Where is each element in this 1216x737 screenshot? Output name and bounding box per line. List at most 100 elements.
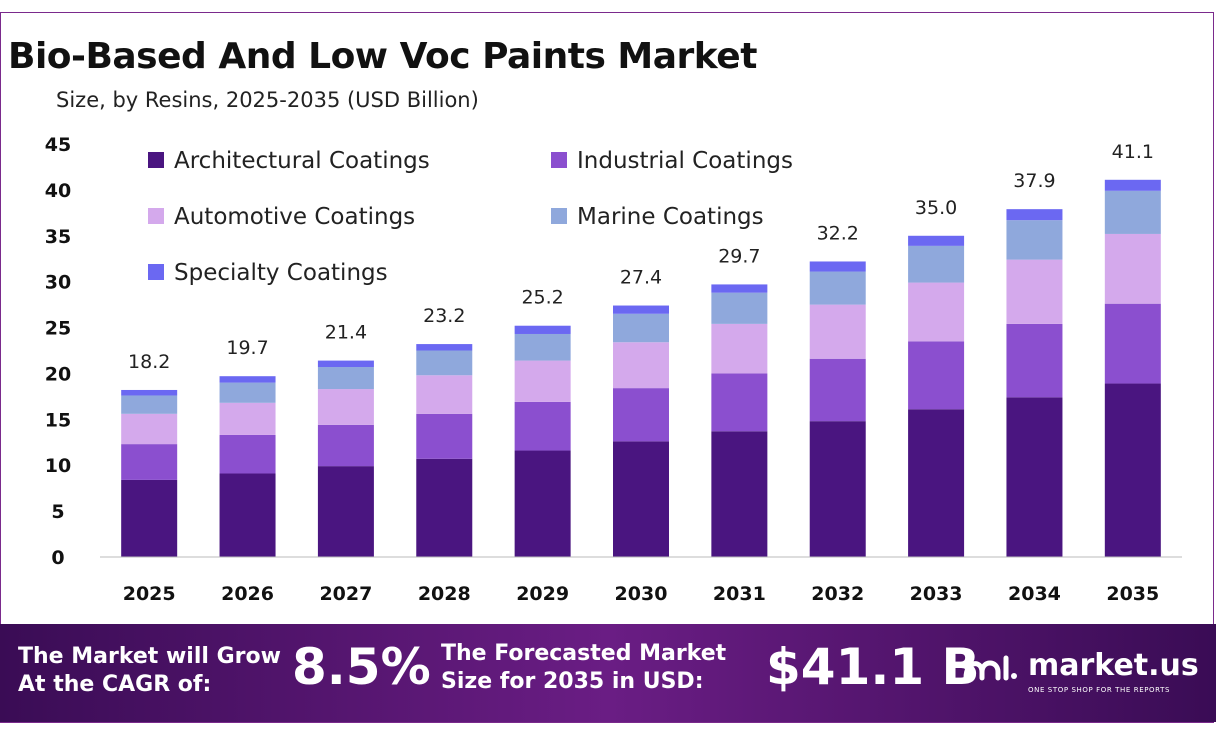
legend-label-marine-coatings: Marine Coatings <box>577 204 764 230</box>
bar-segment-specialty-coatings <box>121 389 178 396</box>
bar-segment-automotive-coatings <box>416 375 473 414</box>
bar-segment-automotive-coatings <box>711 323 768 374</box>
forecast-value: $41.1 B <box>766 638 980 696</box>
cagr-label-line2: At the CAGR of: <box>18 672 212 697</box>
summary-banner: The Market will Grow At the CAGR of: 8.5… <box>0 624 1216 722</box>
total-value-label: 37.9 <box>1013 170 1055 192</box>
total-value-label: 25.2 <box>521 287 563 309</box>
bar-segment-automotive-coatings <box>1006 259 1063 324</box>
total-value-label: 19.7 <box>226 337 268 359</box>
x-tick-label: 2030 <box>615 583 668 605</box>
x-tick-label: 2031 <box>713 583 766 605</box>
bar-segment-architectural-coatings <box>908 409 965 557</box>
bar-segment-marine-coatings <box>514 333 571 361</box>
cagr-label-line1: The Market will Grow <box>18 644 281 669</box>
logo-name: market.us <box>1028 648 1199 683</box>
bar-stacks <box>121 179 1161 557</box>
bar-segment-marine-coatings <box>219 382 276 403</box>
bar-segment-industrial-coatings <box>317 424 374 467</box>
bar-segment-specialty-coatings <box>514 325 571 334</box>
legend-label-industrial-coatings: Industrial Coatings <box>577 148 793 174</box>
bar-segment-industrial-coatings <box>121 444 178 480</box>
bar-segment-architectural-coatings <box>613 441 669 557</box>
chart-subtitle: Size, by Resins, 2025-2035 (USD Billion) <box>56 88 479 112</box>
legend-label-architectural-coatings: Architectural Coatings <box>174 148 430 174</box>
market-us-logo-icon <box>963 655 1017 681</box>
bar-segment-architectural-coatings <box>809 421 866 557</box>
legend-label-specialty-coatings: Specialty Coatings <box>174 260 388 286</box>
y-tick-label: 30 <box>45 272 71 294</box>
total-value-label: 18.2 <box>128 351 170 373</box>
bar-segment-automotive-coatings <box>1104 233 1161 304</box>
y-tick-label: 40 <box>45 180 71 202</box>
legend-swatch-automotive-coatings <box>148 208 164 224</box>
x-tick-label: 2026 <box>221 583 274 605</box>
logo-tagline: ONE STOP SHOP FOR THE REPORTS <box>1028 686 1171 694</box>
bar-segment-marine-coatings <box>1104 190 1161 234</box>
bar-segment-automotive-coatings <box>219 402 276 435</box>
market-us-logo: market.us ONE STOP SHOP FOR THE REPORTS <box>962 646 1199 706</box>
y-tick-label: 5 <box>51 501 64 523</box>
bar-segment-industrial-coatings <box>1006 323 1063 398</box>
bar-segment-specialty-coatings <box>317 360 374 368</box>
bar-segment-specialty-coatings <box>809 261 866 272</box>
x-tick-label: 2025 <box>123 583 176 605</box>
bar-segment-marine-coatings <box>711 292 768 324</box>
total-value-label: 41.1 <box>1112 141 1154 163</box>
total-value-label: 27.4 <box>620 267 662 289</box>
bar-segment-architectural-coatings <box>1006 397 1063 557</box>
bar-segment-specialty-coatings <box>219 376 276 383</box>
bar-segment-industrial-coatings <box>711 373 768 432</box>
bar-segment-automotive-coatings <box>908 282 965 342</box>
bar-segment-specialty-coatings <box>711 284 768 293</box>
legend-swatch-marine-coatings <box>551 208 567 224</box>
bar-segment-industrial-coatings <box>219 434 276 474</box>
y-tick-label: 15 <box>45 409 71 431</box>
x-tick-label: 2033 <box>910 583 963 605</box>
bar-segment-architectural-coatings <box>514 450 571 557</box>
legend-swatch-architectural-coatings <box>148 152 164 168</box>
bar-segment-architectural-coatings <box>219 473 276 557</box>
bar-segment-specialty-coatings <box>613 305 669 314</box>
total-value-label: 29.7 <box>718 245 760 267</box>
bar-segment-industrial-coatings <box>809 358 866 422</box>
total-value-label: 21.4 <box>325 322 367 344</box>
forecast-label-line2: Size for 2035 in USD: <box>441 669 704 694</box>
legend-swatch-specialty-coatings <box>148 264 164 280</box>
bar-segment-automotive-coatings <box>121 413 178 445</box>
bar-segment-specialty-coatings <box>908 235 965 246</box>
total-value-label: 23.2 <box>423 305 465 327</box>
total-value-label: 35.0 <box>915 197 957 219</box>
bar-segment-architectural-coatings <box>317 466 374 557</box>
cagr-label: The Market will Grow At the CAGR of: <box>18 643 281 699</box>
legend-swatch-industrial-coatings <box>551 152 567 168</box>
bar-segment-industrial-coatings <box>1104 303 1161 384</box>
y-tick-label: 35 <box>45 226 71 248</box>
y-tick-label: 0 <box>51 547 64 569</box>
bar-segment-specialty-coatings <box>1006 209 1063 221</box>
legend: Architectural Coatings Industrial Coating… <box>148 148 793 286</box>
bar-segment-industrial-coatings <box>514 401 571 451</box>
chart-title: Bio-Based And Low Voc Paints Market <box>8 36 757 77</box>
bar-segment-architectural-coatings <box>416 458 473 557</box>
forecast-label-line1: The Forecasted Market <box>441 641 727 666</box>
y-tick-label: 45 <box>45 134 71 156</box>
x-tick-label: 2035 <box>1106 583 1159 605</box>
cagr-value: 8.5% <box>292 638 431 696</box>
bar-segment-architectural-coatings <box>1104 383 1161 557</box>
bar-segment-architectural-coatings <box>711 431 768 557</box>
bar-segment-marine-coatings <box>908 245 965 283</box>
y-tick-label: 20 <box>45 363 71 385</box>
y-axis: 0 5 10 15 20 25 30 35 40 45 <box>45 134 71 569</box>
legend-label-automotive-coatings: Automotive Coatings <box>174 204 415 230</box>
bar-segment-automotive-coatings <box>613 342 669 389</box>
x-tick-label: 2027 <box>319 583 372 605</box>
x-tick-label: 2034 <box>1008 583 1061 605</box>
bar-segment-industrial-coatings <box>613 388 669 442</box>
bar-segment-industrial-coatings <box>416 413 473 459</box>
y-tick-label: 25 <box>45 318 71 340</box>
bar-segment-marine-coatings <box>809 271 866 305</box>
forecast-label: The Forecasted Market Size for 2035 in U… <box>441 640 726 696</box>
x-tick-label: 2028 <box>418 583 471 605</box>
